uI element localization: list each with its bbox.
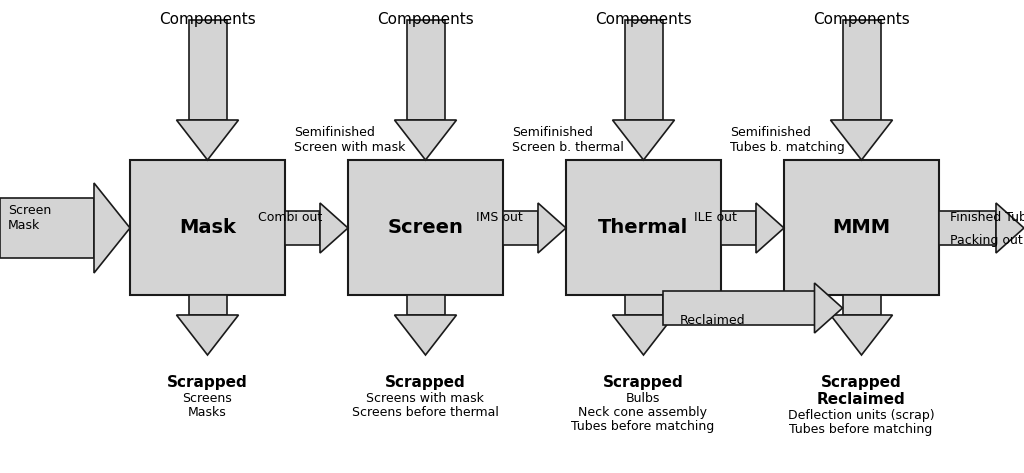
Bar: [285, 211, 319, 245]
Polygon shape: [612, 315, 675, 355]
Text: Packing out: Packing out: [950, 234, 1023, 246]
Bar: [188, 20, 226, 120]
Text: Reclaimed: Reclaimed: [816, 392, 905, 407]
Text: Combi out: Combi out: [258, 211, 323, 225]
Bar: [0, 198, 94, 258]
Bar: [939, 211, 996, 245]
Text: Components: Components: [595, 12, 691, 27]
Text: Components: Components: [159, 12, 255, 27]
Text: Scrapped: Scrapped: [820, 375, 901, 390]
Text: Deflection units (scrap): Deflection units (scrap): [787, 409, 934, 422]
Text: Masks: Masks: [187, 406, 226, 419]
Bar: [130, 160, 285, 295]
Polygon shape: [394, 120, 457, 160]
Text: IMS out: IMS out: [476, 211, 522, 225]
Text: Scrapped: Scrapped: [603, 375, 683, 390]
Bar: [784, 160, 939, 295]
Bar: [566, 160, 721, 295]
Text: Tubes before matching: Tubes before matching: [790, 423, 933, 436]
Text: ILE out: ILE out: [694, 211, 737, 225]
Bar: [663, 291, 814, 325]
Polygon shape: [176, 315, 239, 355]
Text: Components: Components: [813, 12, 909, 27]
Text: Bulbs: Bulbs: [626, 392, 660, 405]
Text: Semifinished
Screen b. thermal: Semifinished Screen b. thermal: [512, 126, 624, 154]
Polygon shape: [394, 315, 457, 355]
Polygon shape: [319, 203, 348, 253]
Polygon shape: [814, 283, 843, 333]
Text: MMM: MMM: [833, 218, 891, 237]
Text: Scrapped: Scrapped: [385, 375, 465, 390]
Text: Semifinished
Tubes b. matching: Semifinished Tubes b. matching: [730, 126, 845, 154]
Text: Components: Components: [377, 12, 473, 27]
Text: Finished Tube: Finished Tube: [950, 211, 1024, 225]
Text: Screen: Screen: [387, 218, 464, 237]
Text: Screen
Mask: Screen Mask: [8, 204, 51, 232]
Bar: [843, 20, 881, 120]
Text: Neck cone assembly: Neck cone assembly: [579, 406, 708, 419]
Bar: [503, 211, 538, 245]
Bar: [721, 211, 756, 245]
Polygon shape: [830, 315, 893, 355]
Polygon shape: [538, 203, 566, 253]
Text: Screens before thermal: Screens before thermal: [351, 406, 499, 419]
Polygon shape: [830, 120, 893, 160]
Bar: [348, 160, 503, 295]
Text: Thermal: Thermal: [598, 218, 688, 237]
Text: Tubes before matching: Tubes before matching: [571, 420, 715, 433]
Text: Reclaimed: Reclaimed: [680, 314, 745, 326]
Text: Screens: Screens: [182, 392, 231, 405]
Polygon shape: [612, 120, 675, 160]
Polygon shape: [176, 120, 239, 160]
Polygon shape: [94, 183, 130, 273]
Bar: [625, 20, 663, 120]
Bar: [625, 295, 663, 315]
Bar: [843, 295, 881, 315]
Polygon shape: [996, 203, 1024, 253]
Text: Semifinished
Screen with mask: Semifinished Screen with mask: [294, 126, 406, 154]
Bar: [407, 295, 444, 315]
Bar: [407, 20, 444, 120]
Bar: [188, 295, 226, 315]
Text: Screens with mask: Screens with mask: [366, 392, 484, 405]
Text: Scrapped: Scrapped: [167, 375, 248, 390]
Polygon shape: [756, 203, 784, 253]
Text: Mask: Mask: [179, 218, 236, 237]
